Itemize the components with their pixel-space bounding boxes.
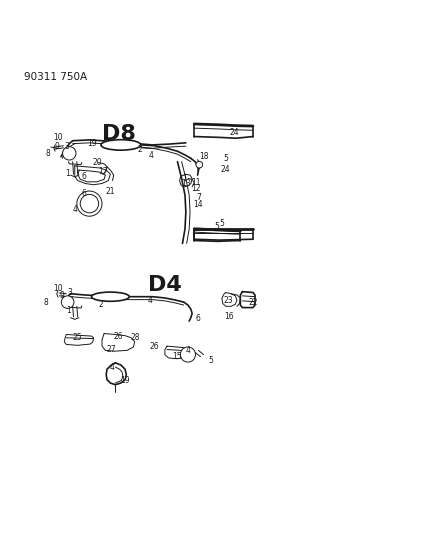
Text: 1: 1 bbox=[66, 306, 71, 315]
Text: 8: 8 bbox=[46, 149, 51, 158]
Text: 26: 26 bbox=[149, 343, 159, 351]
Text: 23: 23 bbox=[224, 295, 233, 304]
Text: 6: 6 bbox=[82, 172, 87, 181]
Text: 24: 24 bbox=[220, 165, 230, 174]
Ellipse shape bbox=[101, 140, 141, 150]
Text: 13: 13 bbox=[181, 180, 191, 188]
Text: 12: 12 bbox=[192, 184, 201, 193]
Text: 10: 10 bbox=[53, 133, 63, 142]
Text: 17: 17 bbox=[98, 167, 108, 176]
Text: 6: 6 bbox=[196, 314, 201, 324]
Text: D8: D8 bbox=[102, 124, 136, 144]
Text: D4: D4 bbox=[148, 276, 182, 295]
Text: 11: 11 bbox=[192, 178, 201, 187]
Text: 9: 9 bbox=[60, 290, 65, 300]
Text: 26: 26 bbox=[114, 333, 124, 342]
Text: 14: 14 bbox=[194, 200, 203, 209]
Circle shape bbox=[180, 347, 195, 362]
Text: 5: 5 bbox=[215, 222, 220, 231]
Text: 8: 8 bbox=[44, 297, 49, 306]
Circle shape bbox=[80, 195, 99, 213]
Text: 5: 5 bbox=[208, 356, 214, 365]
Text: 28: 28 bbox=[131, 333, 140, 342]
Text: 3: 3 bbox=[64, 142, 69, 151]
Text: 2: 2 bbox=[137, 146, 142, 155]
Text: 25: 25 bbox=[72, 333, 82, 342]
Text: 16: 16 bbox=[224, 312, 233, 321]
Text: 19: 19 bbox=[87, 139, 96, 148]
Text: 4: 4 bbox=[72, 205, 77, 214]
Text: 4: 4 bbox=[148, 295, 153, 304]
Text: 7: 7 bbox=[196, 193, 201, 202]
Circle shape bbox=[61, 296, 74, 309]
Text: 4: 4 bbox=[110, 364, 115, 373]
Text: 15: 15 bbox=[172, 352, 181, 361]
Circle shape bbox=[62, 147, 76, 160]
Ellipse shape bbox=[92, 292, 129, 301]
Text: 3: 3 bbox=[67, 288, 72, 297]
Text: 22: 22 bbox=[248, 297, 258, 306]
Text: 21: 21 bbox=[106, 188, 115, 196]
Text: 90311 750A: 90311 750A bbox=[24, 71, 88, 82]
Text: 1: 1 bbox=[65, 168, 70, 177]
Text: 27: 27 bbox=[106, 345, 116, 354]
Text: 20: 20 bbox=[92, 158, 102, 167]
Text: 5: 5 bbox=[223, 154, 228, 163]
Text: 2: 2 bbox=[99, 300, 103, 309]
Circle shape bbox=[196, 161, 203, 168]
Text: 9: 9 bbox=[55, 142, 60, 151]
Text: 4: 4 bbox=[149, 151, 154, 160]
Circle shape bbox=[77, 191, 102, 216]
Text: 24: 24 bbox=[229, 128, 239, 137]
Text: 5: 5 bbox=[219, 219, 224, 228]
Text: 4: 4 bbox=[186, 346, 190, 355]
Text: 19: 19 bbox=[120, 376, 130, 385]
Text: 1: 1 bbox=[183, 174, 187, 183]
Text: 6: 6 bbox=[82, 189, 87, 198]
Text: 18: 18 bbox=[200, 152, 209, 161]
Text: 10: 10 bbox=[53, 284, 63, 293]
